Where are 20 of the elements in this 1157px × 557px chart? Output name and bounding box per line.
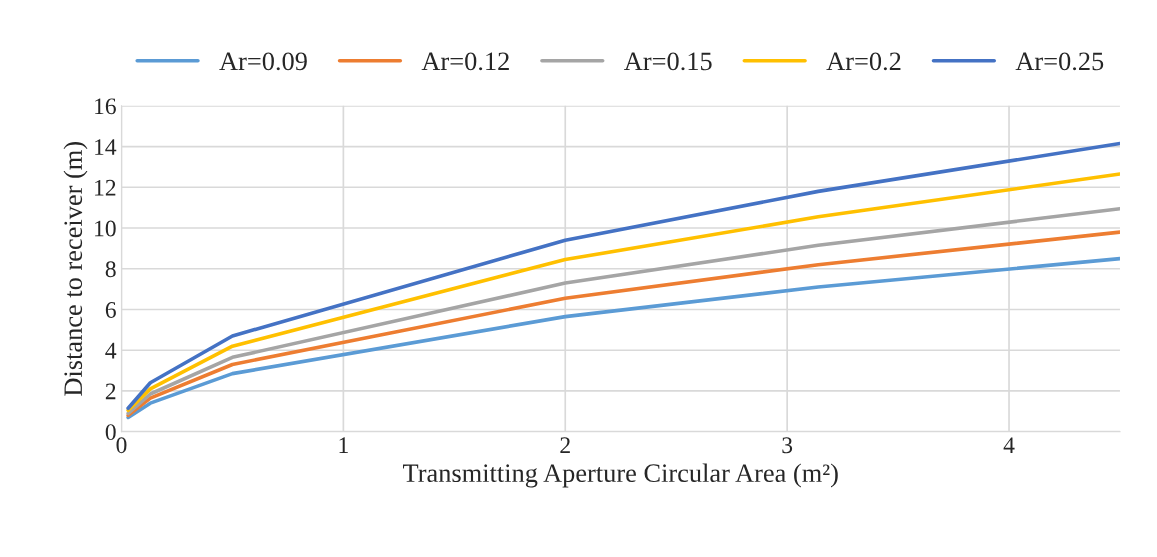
x-tick-label: 4 bbox=[1003, 437, 1015, 453]
y-tick-label: 8 bbox=[105, 261, 116, 278]
y-tick-label: 4 bbox=[105, 342, 117, 359]
x-tick-label: 1 bbox=[339, 437, 348, 453]
x-tick-label: 2 bbox=[560, 437, 570, 453]
y-tick-label: 6 bbox=[105, 302, 116, 318]
legend-label: Ar=0.09 bbox=[219, 52, 307, 71]
legend-label: Ar=0.25 bbox=[1015, 52, 1104, 71]
y-tick-label: 10 bbox=[95, 220, 116, 237]
y-tick-label: 2 bbox=[105, 383, 116, 400]
legend-label: Ar=0.12 bbox=[421, 52, 509, 71]
legend-label: Ar=0.15 bbox=[624, 52, 712, 71]
y-tick-label: 0 bbox=[105, 424, 116, 441]
y-tick-label: 14 bbox=[95, 139, 117, 155]
y-tick-label: 12 bbox=[95, 179, 116, 196]
y-tick-label: 16 bbox=[95, 98, 116, 115]
x-axis-title: Transmitting Aperture Circular Area (m²) bbox=[403, 463, 838, 488]
x-tick-label: 3 bbox=[782, 437, 793, 454]
y-axis-title: Distance to receiver (m) bbox=[63, 142, 88, 396]
legend-label: Ar=0.2 bbox=[826, 52, 901, 71]
